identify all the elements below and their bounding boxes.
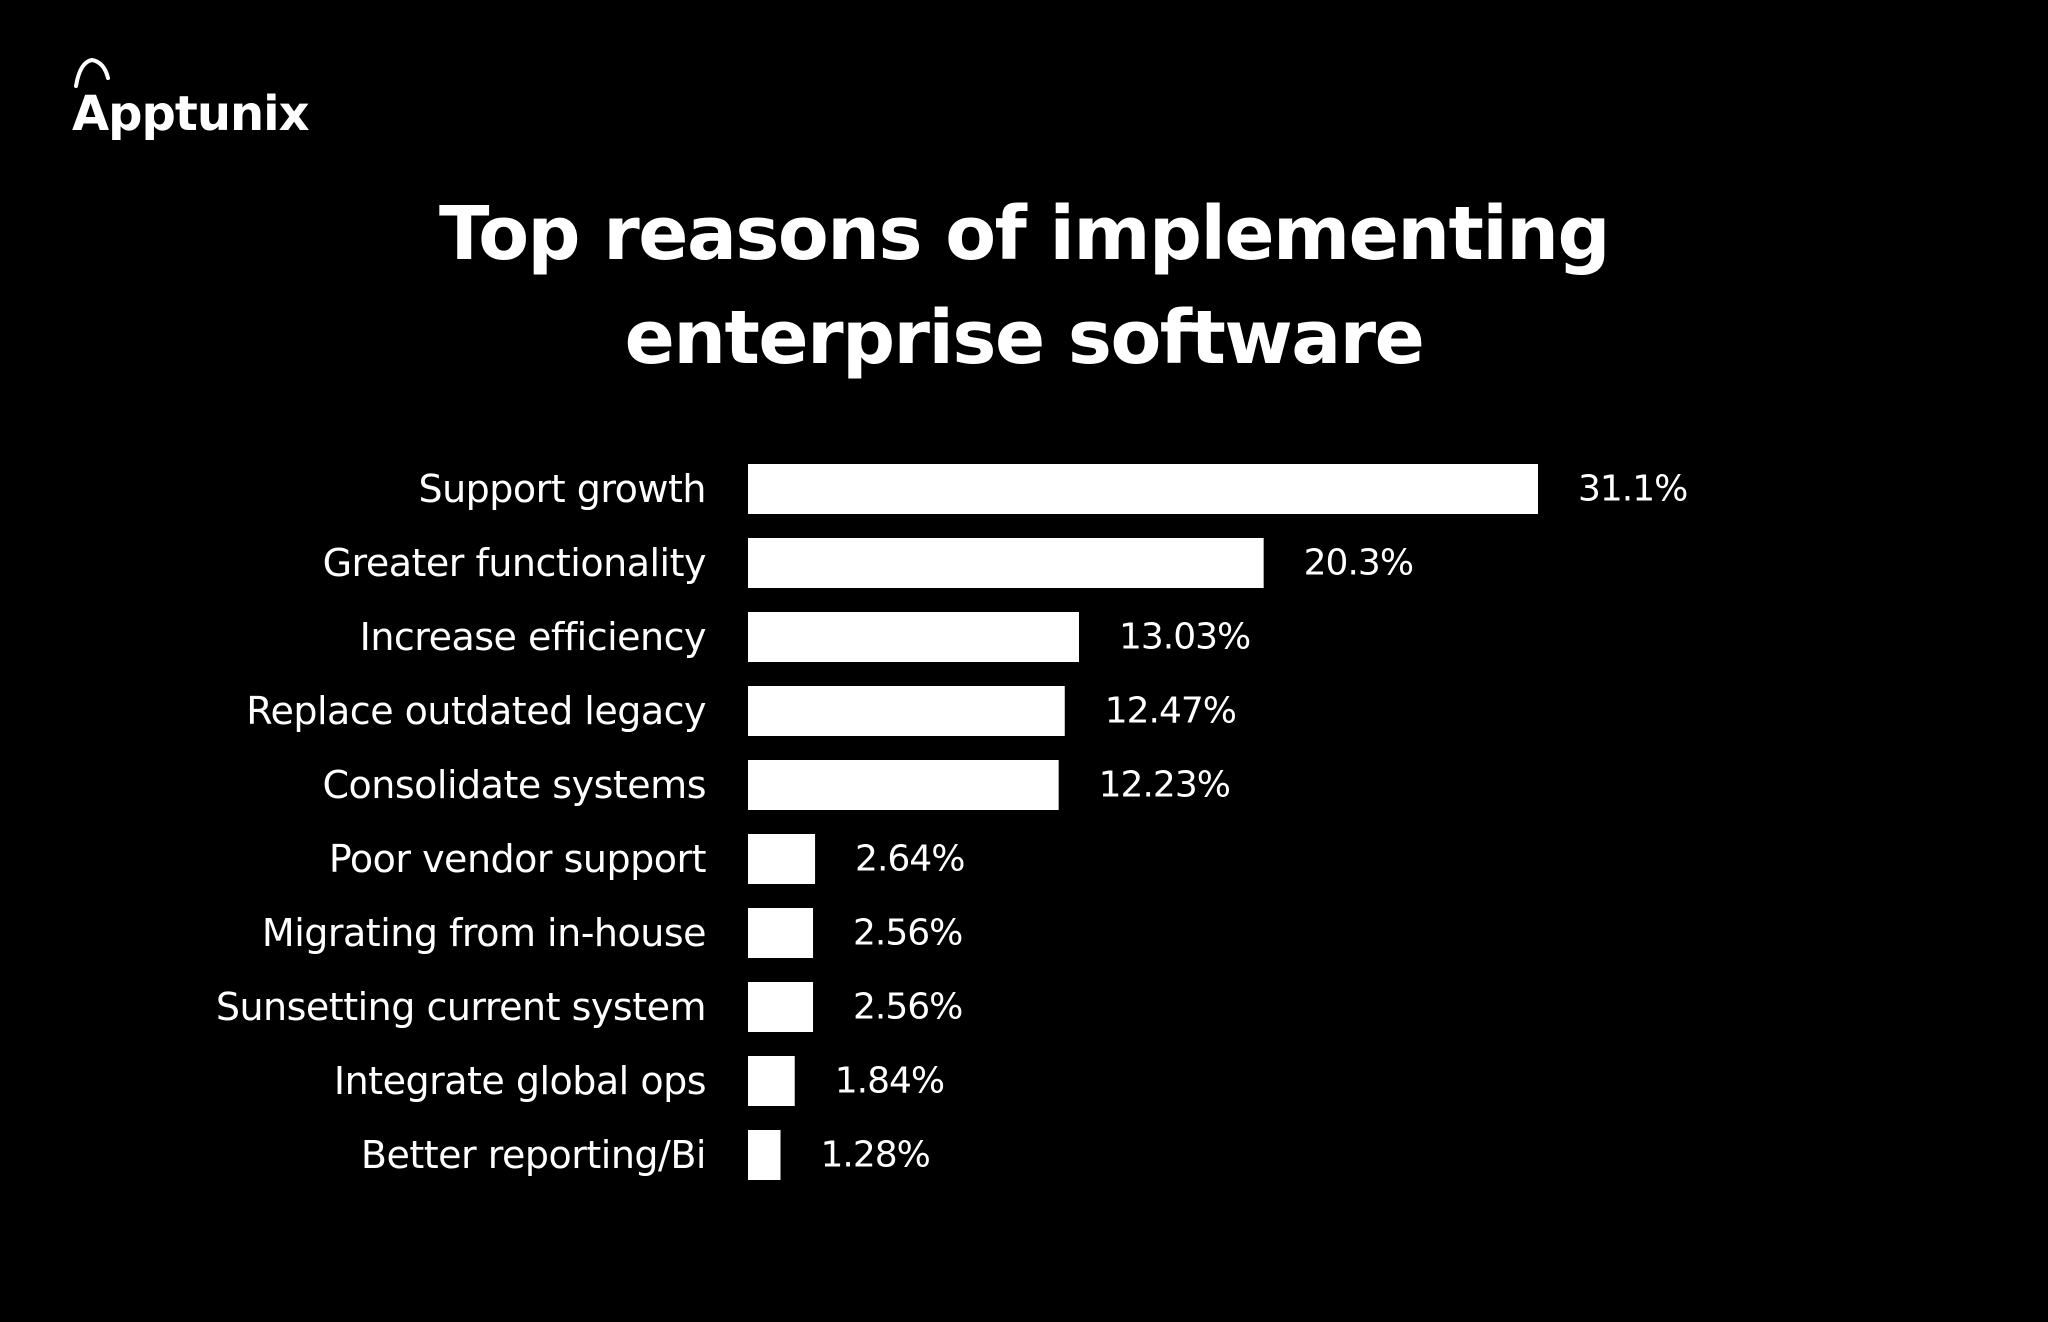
bar	[748, 908, 814, 958]
category-label: Replace outdated legacy	[246, 689, 706, 733]
category-label: Support growth	[418, 467, 706, 511]
value-label: 2.56%	[853, 913, 962, 954]
chart-title-line-2: enterprise software	[624, 295, 1425, 381]
category-label: Better reporting/Bi	[361, 1133, 706, 1177]
bar	[748, 464, 1538, 514]
brand-name: Apptunix	[72, 86, 310, 142]
value-label: 2.56%	[853, 987, 962, 1028]
category-label: Migrating from in-house	[262, 911, 706, 955]
category-label: Integrate global ops	[334, 1059, 706, 1103]
chart-title: Top reasons of implementing enterprise s…	[0, 182, 2048, 390]
apptunix-logo-icon	[74, 58, 110, 88]
category-label: Increase efficiency	[360, 615, 706, 659]
bar	[748, 1056, 795, 1106]
chart-title-line-1: Top reasons of implementing	[439, 191, 1610, 277]
bar	[748, 760, 1059, 810]
brand-logo: Apptunix	[72, 58, 310, 142]
bar	[748, 538, 1264, 588]
value-label: 13.03%	[1119, 617, 1250, 658]
value-label: 1.84%	[835, 1061, 944, 1102]
bar	[748, 686, 1065, 736]
bar	[748, 612, 1079, 662]
value-label: 31.1%	[1578, 469, 1687, 510]
value-label: 1.28%	[821, 1135, 930, 1176]
category-label: Poor vendor support	[329, 837, 706, 881]
category-label: Greater functionality	[323, 541, 706, 585]
value-label: 12.47%	[1105, 691, 1236, 732]
value-label: 2.64%	[855, 839, 964, 880]
bar	[748, 1130, 781, 1180]
value-label: 20.3%	[1304, 543, 1413, 584]
value-label: 12.23%	[1099, 765, 1230, 806]
bar	[748, 834, 816, 884]
bar-chart: Support growth 31.1% Greater functionality…	[216, 464, 1688, 1180]
bar	[748, 982, 814, 1032]
category-label: Sunsetting current system	[216, 985, 706, 1029]
category-label: Consolidate systems	[323, 763, 706, 807]
